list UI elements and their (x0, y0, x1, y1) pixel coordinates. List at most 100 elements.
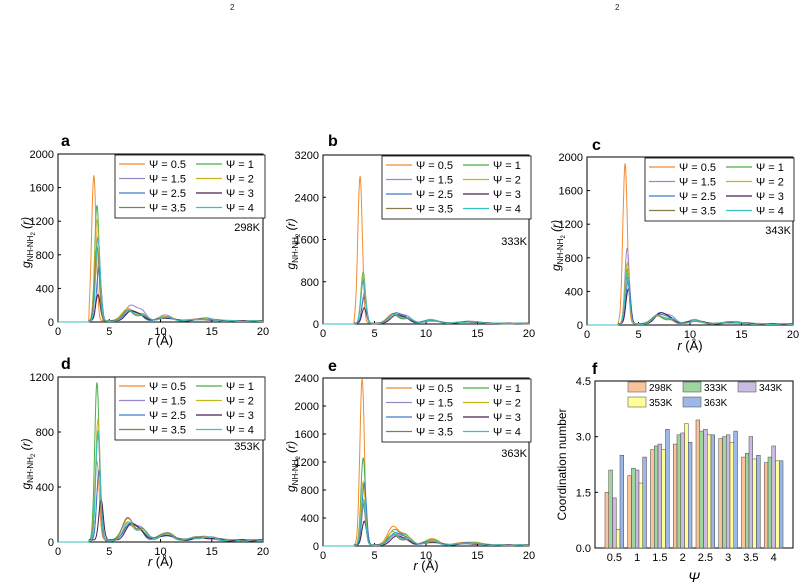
series-line-c-2 (587, 247, 793, 326)
x-tick-label-c-0: 0 (584, 329, 590, 341)
y-tick-label-a-5: 2000 (30, 149, 54, 161)
x-axis-label-f: Ψ (688, 569, 700, 585)
series-line-c-4 (587, 278, 794, 326)
y-axis-label-c: gNH-NH2 (r) (549, 220, 567, 271)
y-tick-label-e-3: 1200 (295, 457, 319, 469)
y-axis-label-sub-b: NH-NH (291, 237, 300, 263)
bar-f-1-4 (699, 430, 704, 549)
panel-letter-e: e (328, 358, 337, 375)
y-axis-label-sub-e: NH-NH (291, 459, 300, 485)
bar-f-4-5 (733, 430, 738, 549)
x-tick-label-a-0: 0 (55, 326, 61, 338)
bar-f-4-0 (619, 454, 624, 549)
bar-f-0-7 (764, 462, 769, 549)
temperature-label-e: 363K (501, 448, 527, 460)
legend-label-b-0: Ψ = 0.5 (416, 160, 453, 172)
series-line-d-0 (58, 459, 264, 543)
legend-label-f-0: 298K (649, 383, 673, 394)
x-tick-label-a-4: 20 (257, 326, 269, 338)
y-tick-label-d-3: 1200 (30, 372, 54, 384)
y-axis-label-r-d: (r) (19, 438, 33, 453)
series-line-c-3 (587, 261, 794, 326)
y-tick-label-f-0: 0.0 (576, 543, 591, 555)
x-tick-label-f-4: 2.5 (698, 552, 713, 564)
legend-label-c-6: Ψ = 3.5 (679, 206, 716, 218)
bar-f-0-0 (604, 492, 609, 549)
legend-swatch-f-3 (627, 396, 647, 408)
y-axis-label-sub-d: NH-NH (26, 457, 35, 483)
y-axis-label-r-a: (r) (19, 217, 33, 232)
legend-label-f-1: 333K (704, 383, 728, 394)
legend-label-a-4: Ψ = 2.5 (149, 188, 186, 200)
x-tick-label-e-2: 10 (420, 550, 432, 562)
legend-label-b-7: Ψ = 4 (493, 204, 521, 216)
x-axis-label-a: r (Å) (148, 333, 173, 348)
y-tick-label-a-0: 0 (48, 317, 54, 329)
legend-label-d-0: Ψ = 0.5 (149, 381, 186, 393)
y-axis-label-subsub-b: 2 (296, 233, 302, 237)
bar-f-4-4 (710, 434, 715, 549)
bar-f-0-4 (695, 419, 700, 549)
y-axis-label-sub-a: NH-NH (26, 235, 35, 261)
panel-letter-f: f (592, 361, 598, 378)
y-axis-label-subsub-c: 2 (561, 235, 567, 239)
legend-box-d (114, 376, 266, 441)
legend-label-d-2: Ψ = 1.5 (149, 396, 186, 408)
bar-f-2-2 (657, 443, 662, 549)
x-tick-label-b-2: 10 (420, 328, 432, 340)
x-tick-label-e-3: 15 (471, 550, 483, 562)
x-axis-label-d: r (Å) (148, 554, 173, 569)
y-axis-label-r-b: (r) (284, 218, 298, 233)
y-axis-label-subsub-e: 2 (296, 456, 302, 460)
legend-label-c-1: Ψ = 1 (756, 162, 784, 174)
plot-frame-f (594, 380, 794, 549)
x-tick-label-c-3: 15 (735, 329, 747, 341)
x-tick-label-c-1: 5 (635, 329, 641, 341)
y-tick-label-c-3: 1200 (559, 219, 583, 231)
x-tick-label-d-4: 20 (257, 546, 269, 558)
y-tick-label-c-4: 1600 (559, 186, 583, 198)
bar-f-4-7 (779, 460, 784, 549)
bar-f-2-3 (680, 432, 685, 549)
bar-f-4-2 (665, 428, 670, 549)
legend-label-b-5: Ψ = 3 (493, 189, 521, 201)
bar-f-2-7 (771, 445, 776, 549)
bar-f-2-5 (726, 434, 731, 549)
legend-label-a-2: Ψ = 1.5 (149, 174, 186, 186)
series-line-e-1 (323, 457, 530, 547)
legend-swatch-f-2 (737, 381, 757, 393)
y-tick-label-f-2: 3.0 (576, 432, 591, 444)
x-axis-label-r-a: r (148, 333, 153, 348)
series-line-c-6 (587, 276, 794, 326)
y-axis-label-a: gNH-NH2 (r) (19, 217, 37, 268)
legend-label-d-1: Ψ = 1 (226, 381, 254, 393)
bar-f-3-5 (729, 441, 734, 549)
legend-swatch-f-1 (682, 381, 702, 393)
series-line-d-6 (58, 433, 264, 543)
x-tick-label-b-1: 5 (371, 328, 377, 340)
y-tick-label-e-4: 1600 (295, 429, 319, 441)
temperature-label-b: 333K (501, 236, 527, 248)
bar-f-1-5 (722, 436, 727, 549)
y-tick-label-e-5: 2000 (295, 401, 319, 413)
x-tick-label-e-1: 5 (371, 550, 377, 562)
y-tick-label-a-3: 1200 (30, 216, 54, 228)
legend-label-f-2: 343K (759, 383, 783, 394)
legend-label-c-3: Ψ = 2 (756, 177, 784, 189)
legend-label-a-5: Ψ = 3 (226, 188, 254, 200)
legend-label-b-1: Ψ = 1 (493, 160, 521, 172)
legend-label-a-3: Ψ = 2 (226, 174, 254, 186)
legend-label-e-2: Ψ = 1.5 (416, 398, 453, 410)
x-axis-label-unit-d: (Å) (152, 554, 173, 569)
legend-box-c (644, 157, 795, 222)
temperature-label-d: 353K (234, 441, 260, 453)
x-axis-label-unit-a: (Å) (152, 333, 173, 348)
bar-f-2-0 (612, 497, 617, 549)
series-line-c-1 (587, 267, 793, 326)
x-axis-label-e: r (Å) (413, 558, 438, 573)
x-tick-label-f-1: 1 (634, 552, 640, 564)
legend-label-d-6: Ψ = 3.5 (149, 425, 186, 437)
y-axis-label-subsub-a: 2 (31, 232, 37, 236)
x-tick-label-c-2: 10 (684, 329, 696, 341)
